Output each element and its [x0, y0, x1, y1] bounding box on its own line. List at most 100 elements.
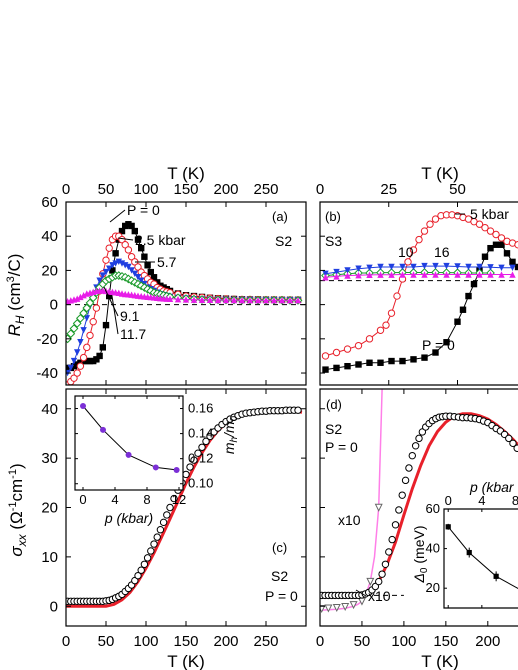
top-x-axis-title: T (K)	[167, 164, 204, 183]
data-point-circle	[388, 535, 396, 544]
data-point-triangle-up	[388, 271, 395, 278]
data-point-circle	[92, 304, 101, 312]
data-point-triangle-down	[122, 262, 129, 269]
pressure-label-c: P = 0	[265, 588, 298, 604]
data-point-triangle-up	[270, 296, 278, 304]
data-point-triangle-down	[128, 267, 135, 274]
data-point-circle	[124, 246, 133, 254]
panel-c-tag: (c)	[272, 540, 287, 555]
inset-d-bg	[444, 509, 518, 608]
data-point-circle	[125, 451, 132, 458]
data-point-triangle-down	[125, 263, 132, 271]
data-point-triangle-up	[246, 296, 254, 304]
data-point-triangle-up	[238, 296, 246, 304]
data-point-circle	[140, 560, 149, 568]
data-point-triangle-down	[349, 601, 358, 610]
data-point-diamond	[79, 308, 89, 318]
data-point-triangle-up	[410, 271, 417, 278]
data-point-triangle-down	[410, 263, 417, 271]
panel-a-tag: (a)	[272, 209, 288, 224]
data-point-square	[141, 253, 148, 260]
data-point-triangle-up	[498, 271, 505, 278]
data-point-circle	[405, 464, 413, 472]
data-point-square	[333, 364, 340, 372]
data-point-triangle-up	[230, 296, 238, 304]
data-point-circle	[105, 244, 113, 252]
data-point-square	[470, 280, 478, 288]
data-point-triangle-down	[443, 262, 450, 270]
data-point-triangle-down	[332, 604, 341, 613]
inset-d-frame	[443, 508, 518, 609]
data-point-square	[109, 267, 116, 274]
x-tick-label-d: 0	[316, 633, 324, 650]
data-point-square	[503, 250, 511, 257]
data-point-square	[144, 262, 151, 269]
top-x-tick-label: 50	[98, 181, 115, 198]
data-point-circle	[420, 227, 429, 235]
annotation-leader-line	[111, 295, 119, 335]
data-point-circle	[378, 570, 386, 578]
data-point-triangle-up	[443, 271, 450, 278]
annotation-leader-line	[117, 237, 134, 241]
data-point-square	[344, 362, 351, 370]
data-point-triangle-up	[214, 296, 222, 304]
inset-d-line	[447, 526, 518, 590]
pressure-label-b-5: 5 kbar	[470, 206, 509, 222]
data-point-square	[465, 292, 472, 300]
data-point-triangle-up	[509, 271, 516, 278]
data-point-square	[492, 241, 500, 248]
data-point-circle	[393, 292, 401, 300]
data-point-circle	[153, 533, 161, 541]
sample-label-c: S2	[271, 568, 288, 584]
data-point-triangle-down	[115, 258, 122, 266]
y-tick-label: 0	[50, 297, 58, 314]
data-point-triangle-up	[278, 296, 286, 304]
inset-c-x-tick-label: 12	[172, 492, 186, 507]
data-point-triangle-down	[487, 264, 494, 271]
data-point-triangle-up	[355, 272, 362, 279]
data-point-diamond	[72, 319, 82, 328]
data-point-circle	[509, 439, 517, 448]
inset-c-x-tick-label: 4	[111, 492, 118, 507]
data-point-diamond	[75, 313, 85, 323]
data-point-circle	[186, 463, 194, 471]
data-point-circle	[70, 374, 78, 382]
x10-label-lower: x10	[368, 588, 391, 604]
inset-c-frame	[74, 395, 184, 491]
data-point-circle	[365, 335, 374, 343]
data-point-circle	[121, 241, 129, 249]
data-point-square	[498, 241, 505, 248]
data-point-triangle-up	[322, 274, 329, 281]
data-point-triangle-up	[399, 271, 406, 278]
data-point-triangle-down	[388, 263, 395, 271]
data-point-circle	[80, 403, 86, 410]
data-point-triangle-up	[465, 271, 472, 278]
data-point-triangle-down	[106, 265, 113, 272]
data-point-diamond	[69, 324, 79, 333]
data-point-triangle-down	[366, 264, 373, 272]
data-point-circle	[143, 554, 152, 562]
data-point-triangle-down	[77, 339, 84, 346]
data-point-circle	[321, 352, 330, 360]
top-x-tick-label-b: 25	[380, 181, 397, 198]
data-point-triangle-up	[190, 296, 198, 303]
x10-label-upper: x10	[338, 512, 361, 528]
data-point-circle	[354, 341, 363, 350]
data-point-square	[106, 292, 113, 300]
data-point-circle	[170, 494, 178, 503]
pressure-label-a-2.5: 2.5 kbar	[135, 232, 186, 248]
y-tick-label: 0	[50, 598, 58, 615]
data-point-circle	[190, 456, 198, 464]
data-point-triangle-down	[498, 264, 505, 272]
series-line-10	[325, 272, 491, 276]
data-point-triangle-down	[454, 263, 461, 270]
annotation-leader-line	[103, 286, 119, 317]
top-x-tick-label: 0	[62, 181, 70, 198]
data-point-circle	[102, 256, 110, 264]
data-point-circle	[411, 442, 420, 450]
pressure-label-a-11.7: 11.7	[120, 326, 146, 342]
data-point-triangle-down	[80, 327, 87, 334]
data-point-triangle-down	[96, 277, 103, 284]
data-point-square	[399, 357, 406, 365]
data-point-circle	[83, 343, 91, 352]
